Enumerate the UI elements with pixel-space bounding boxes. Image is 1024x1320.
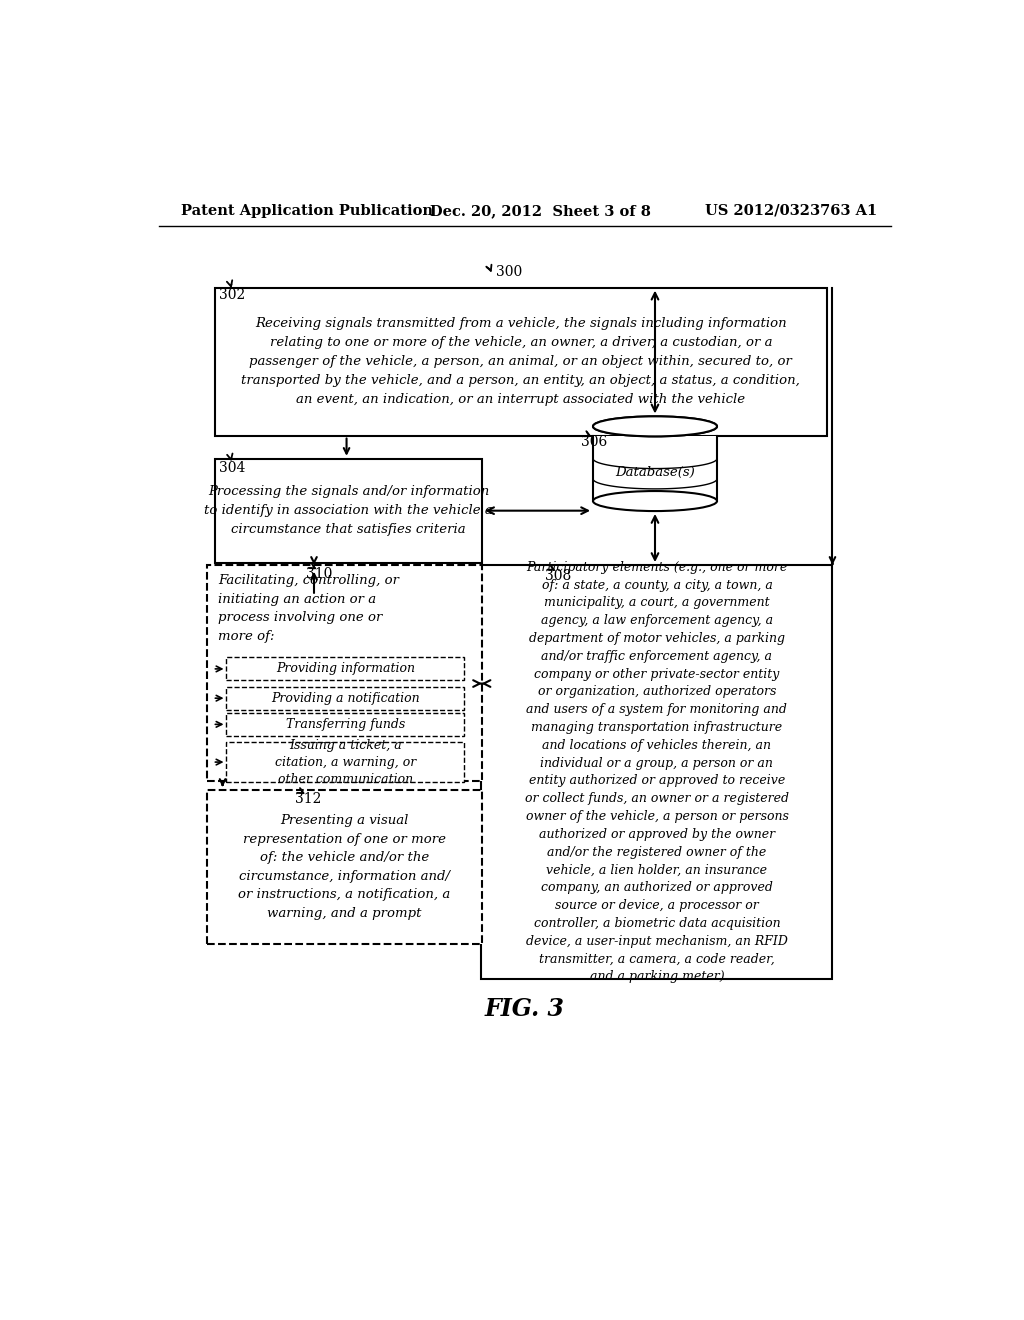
Text: FIG. 3: FIG. 3 [484, 997, 565, 1022]
Text: 312: 312 [295, 792, 321, 807]
Text: Processing the signals and/or information
to identify in association with the ve: Processing the signals and/or informatio… [204, 486, 493, 536]
Text: 310: 310 [306, 568, 333, 581]
Text: 304: 304 [219, 461, 246, 475]
Bar [207, 789, 482, 944]
Text: Providing a notification: Providing a notification [271, 692, 420, 705]
Text: Receiving signals transmitted from a vehicle, the signals including information
: Receiving signals transmitted from a veh… [242, 317, 801, 407]
Bar [226, 686, 464, 710]
Bar [215, 288, 827, 436]
Bar [226, 657, 464, 681]
Bar [481, 565, 833, 979]
Text: 308: 308 [545, 569, 571, 582]
Bar [226, 742, 464, 781]
Text: Participatory elements (e.g., one or more
of: a state, a county, a city, a town,: Participatory elements (e.g., one or mor… [525, 561, 788, 983]
Text: Transferring funds: Transferring funds [286, 718, 406, 731]
Ellipse shape [593, 416, 717, 437]
Bar [593, 437, 717, 502]
Bar [226, 713, 464, 737]
Ellipse shape [593, 416, 717, 437]
Text: 302: 302 [219, 289, 246, 302]
Ellipse shape [593, 491, 717, 511]
Text: Presenting a visual
representation of one or more
of: the vehicle and/or the
cir: Presenting a visual representation of on… [239, 814, 451, 920]
Text: Providing information: Providing information [275, 663, 415, 676]
Text: Dec. 20, 2012  Sheet 3 of 8: Dec. 20, 2012 Sheet 3 of 8 [430, 203, 651, 218]
Text: Facilitating, controlling, or
initiating an action or a
process involving one or: Facilitating, controlling, or initiating… [218, 574, 399, 643]
Bar [215, 459, 482, 562]
Text: 306: 306 [581, 434, 607, 449]
Text: 300: 300 [496, 265, 522, 280]
Text: Patent Application Publication: Patent Application Publication [180, 203, 433, 218]
Bar [207, 565, 482, 780]
Text: US 2012/0323763 A1: US 2012/0323763 A1 [706, 203, 878, 218]
Text: Database(s): Database(s) [615, 466, 695, 479]
Text: Issuing a ticket, a
citation, a warning, or
other communication: Issuing a ticket, a citation, a warning,… [274, 739, 416, 785]
